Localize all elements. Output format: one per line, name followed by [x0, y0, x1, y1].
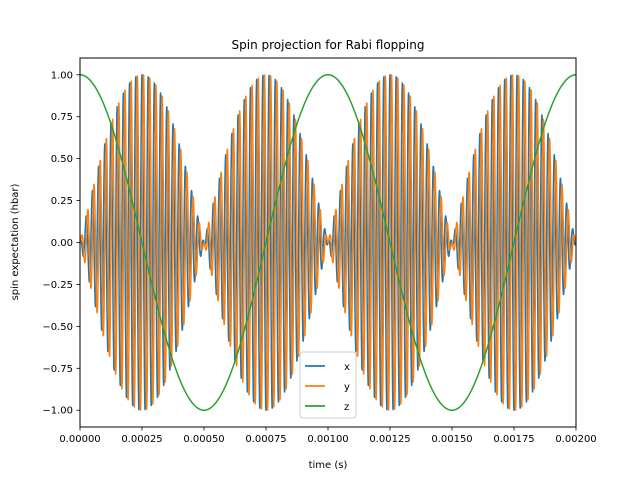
series-layer: [80, 74, 576, 411]
y-axis-ticks: −1.00 −0.75 −0.50 −0.25 0.00 0.25 0.50 0.75 1.00: [42, 70, 80, 417]
legend-box: [299, 351, 357, 419]
legend-label-x: x: [344, 362, 350, 373]
y-axis-label: spin expectation (hbar): [10, 183, 21, 300]
y-tick-label: −1.00: [42, 406, 73, 417]
y-tick-label: 0.50: [51, 154, 73, 165]
x-tick-label: 0.00075: [245, 434, 286, 445]
y-tick-label: 0.00: [51, 238, 73, 249]
x-tick-label: 0.00125: [369, 434, 410, 445]
x-axis-label: time (s): [309, 460, 348, 471]
chart-title: Spin projection for Rabi flopping: [232, 38, 425, 52]
y-tick-label: −0.50: [42, 322, 73, 333]
legend-label-z: z: [344, 402, 349, 413]
x-tick-label: 0.00000: [59, 434, 100, 445]
x-tick-label: 0.00175: [493, 434, 534, 445]
x-tick-label: 0.00050: [183, 434, 224, 445]
series-line-z: [80, 74, 576, 411]
x-tick-label: 0.00100: [307, 434, 348, 445]
x-tick-label: 0.00150: [431, 434, 472, 445]
x-axis-ticks: 0.00000 0.00025 0.00050 0.00075 0.00100 0.001…: [59, 427, 597, 445]
y-tick-label: 0.75: [51, 112, 73, 123]
y-tick-label: −0.75: [42, 364, 73, 375]
y-tick-label: 0.25: [51, 196, 73, 207]
x-tick-label: 0.00200: [555, 434, 596, 445]
y-tick-label: 1.00: [51, 70, 73, 81]
legend: xyz: [299, 351, 357, 419]
legend-label-y: y: [344, 382, 350, 393]
y-tick-label: −0.25: [42, 280, 73, 291]
legend-entries: xyz: [305, 362, 350, 413]
series-line-y: [80, 74, 576, 411]
x-tick-label: 0.00025: [121, 434, 162, 445]
